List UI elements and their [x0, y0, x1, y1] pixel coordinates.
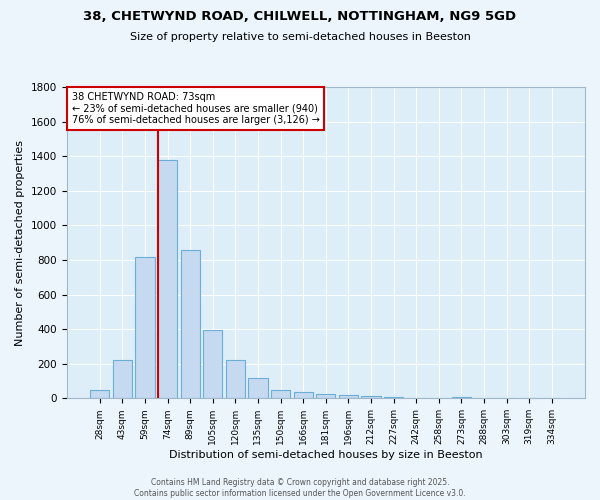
Bar	[339, 395, 358, 398]
Text: 38 CHETWYND ROAD: 73sqm
← 23% of semi-detached houses are smaller (940)
76% of s: 38 CHETWYND ROAD: 73sqm ← 23% of semi-de…	[72, 92, 320, 125]
Bar	[90, 390, 109, 398]
Bar	[361, 396, 380, 398]
Bar	[248, 378, 268, 398]
Bar	[271, 390, 290, 398]
Text: Contains HM Land Registry data © Crown copyright and database right 2025.
Contai: Contains HM Land Registry data © Crown c…	[134, 478, 466, 498]
Bar	[113, 360, 132, 399]
Bar	[158, 160, 177, 398]
X-axis label: Distribution of semi-detached houses by size in Beeston: Distribution of semi-detached houses by …	[169, 450, 482, 460]
Y-axis label: Number of semi-detached properties: Number of semi-detached properties	[15, 140, 25, 346]
Bar	[136, 256, 155, 398]
Bar	[452, 396, 471, 398]
Text: 38, CHETWYND ROAD, CHILWELL, NOTTINGHAM, NG9 5GD: 38, CHETWYND ROAD, CHILWELL, NOTTINGHAM,…	[83, 10, 517, 23]
Bar	[293, 392, 313, 398]
Bar	[316, 394, 335, 398]
Text: Size of property relative to semi-detached houses in Beeston: Size of property relative to semi-detach…	[130, 32, 470, 42]
Bar	[181, 250, 200, 398]
Bar	[203, 330, 223, 398]
Bar	[384, 396, 403, 398]
Bar	[226, 360, 245, 399]
